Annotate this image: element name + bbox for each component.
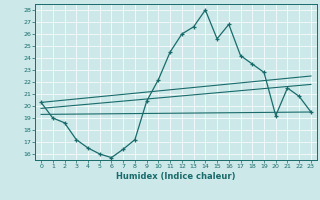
X-axis label: Humidex (Indice chaleur): Humidex (Indice chaleur): [116, 172, 236, 181]
